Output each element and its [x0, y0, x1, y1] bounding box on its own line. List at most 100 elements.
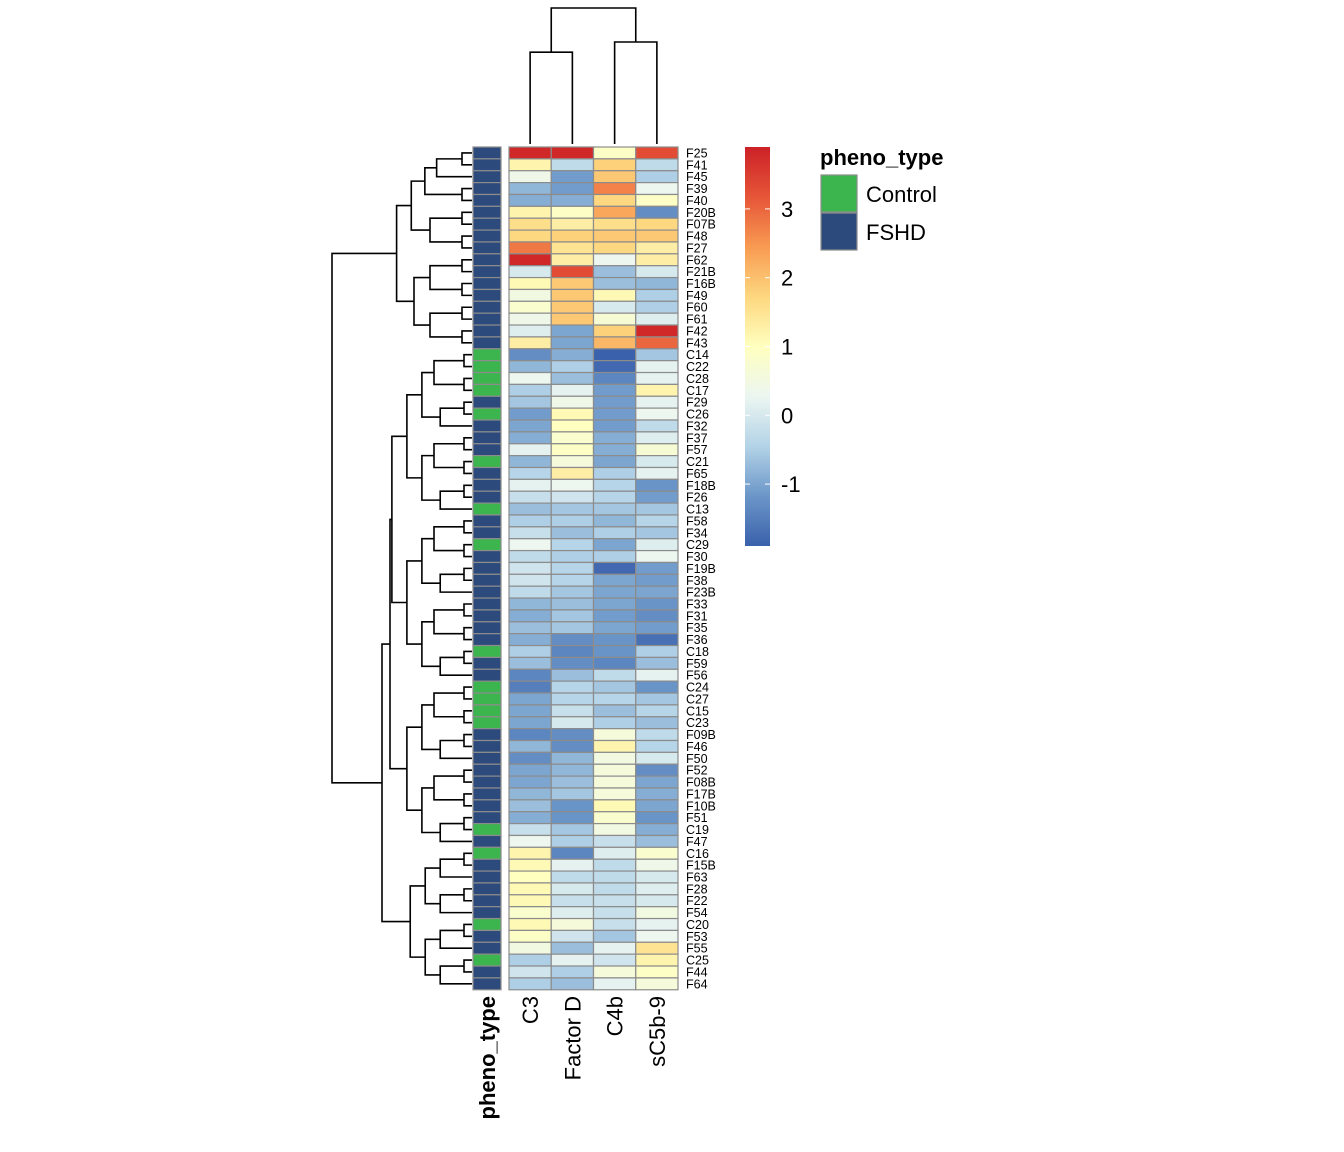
heatmap-cell — [635, 253, 679, 267]
phenotype-cell — [472, 870, 502, 884]
row-label: F21B — [686, 265, 716, 279]
phenotype-cell — [472, 704, 502, 718]
dendrogram-branch — [439, 822, 472, 843]
dendrogram-branch — [463, 923, 472, 938]
phenotype-cell — [472, 882, 502, 896]
phenotype-cell — [472, 692, 502, 706]
heatmap-cell — [508, 834, 552, 848]
row-label: F44 — [686, 965, 708, 979]
phenotype-cell — [472, 193, 502, 207]
row-label: F65 — [686, 467, 708, 481]
phenotype-cell — [472, 431, 502, 445]
heatmap-cell — [635, 621, 679, 635]
heatmap-cell — [635, 146, 679, 160]
heatmap-cell — [635, 799, 679, 813]
heatmap-cell — [592, 419, 637, 433]
dendrogram-branch — [433, 359, 464, 386]
heatmap-cell — [550, 549, 595, 564]
heatmap-cell — [550, 775, 595, 789]
heatmap-cell — [508, 621, 552, 635]
scale-tick-label: 0 — [781, 403, 793, 428]
heatmap-cell — [550, 716, 595, 730]
phenotype-cell — [472, 407, 502, 421]
phenotype-cell — [472, 514, 502, 528]
dendrogram-branch — [433, 526, 464, 552]
row-label: C14 — [686, 348, 709, 362]
heatmap-cell — [592, 312, 637, 326]
heatmap-cell — [592, 763, 637, 777]
color-scale-legend: 3 2 1 0 -1 — [745, 147, 801, 546]
heatmap-cell — [550, 466, 595, 480]
heatmap-cell — [508, 751, 552, 765]
row-label: C28 — [686, 372, 709, 386]
heatmap-cell — [635, 312, 679, 326]
heatmap-cell — [550, 621, 595, 635]
heatmap-cell — [592, 894, 637, 908]
heatmap-cell — [592, 728, 637, 742]
scale-tick-label: 3 — [781, 197, 793, 222]
phenotype-cell — [472, 633, 502, 647]
heatmap-cell — [635, 443, 679, 457]
heatmap-cell — [635, 846, 679, 860]
heatmap-cell — [508, 276, 552, 291]
heatmap-cell — [592, 478, 637, 492]
row-label: C23 — [686, 716, 709, 730]
phenotype-cell — [472, 312, 502, 326]
heatmap-cell — [592, 870, 637, 884]
dendrogram-branch — [429, 312, 462, 338]
heatmap-cell — [635, 704, 679, 718]
heatmap-cell — [592, 229, 637, 243]
dendrogram-branch — [409, 885, 426, 958]
row-label: F39 — [686, 182, 708, 196]
dendrogram-branch — [463, 816, 472, 831]
row-label: F41 — [686, 158, 708, 172]
heatmap-cell — [592, 977, 637, 991]
heatmap-cell — [635, 419, 679, 433]
heatmap-cell — [550, 680, 595, 694]
heatmap-cell — [635, 739, 679, 753]
heatmap-cell — [550, 443, 595, 457]
heatmap-cell — [635, 751, 679, 765]
heatmap-cell — [635, 941, 679, 955]
heatmap-cell — [592, 549, 637, 564]
legend-swatch-fshd — [820, 212, 858, 251]
heatmap-cell — [592, 324, 637, 338]
phenotype-annotation-column — [472, 146, 502, 991]
phenotype-cell — [472, 728, 502, 742]
heatmap-cell — [592, 561, 637, 575]
heatmap-cell — [550, 585, 595, 599]
legend-label-fshd: FSHD — [866, 220, 926, 245]
heatmap-cell — [550, 526, 595, 540]
dendrogram-branch — [461, 258, 472, 273]
heatmap-cell — [592, 205, 637, 219]
row-label: F51 — [686, 811, 708, 825]
phenotype-cell — [472, 680, 502, 694]
heatmap-cell — [592, 526, 637, 540]
row-label: C21 — [686, 455, 709, 469]
dendrogram-branch — [463, 460, 472, 475]
row-label: F35 — [686, 621, 708, 635]
dendrogram-branch — [439, 656, 472, 677]
dendrogram-branch — [424, 166, 462, 196]
heatmap-cell — [635, 894, 679, 908]
heatmap-cell — [592, 858, 637, 872]
dendrogram-branch — [463, 437, 472, 451]
phenotype-cell — [472, 644, 502, 659]
heatmap-cell — [508, 158, 552, 172]
heatmap-cell — [508, 265, 552, 279]
heatmap-cell — [508, 822, 552, 837]
phenotype-cell — [472, 739, 502, 753]
phenotype-cell — [472, 371, 502, 385]
heatmap-cell — [592, 953, 637, 967]
dendrogram-branch — [461, 306, 472, 320]
dendrogram-branch — [439, 490, 472, 510]
dendrogram-branch — [439, 894, 472, 914]
heatmap-cell — [508, 941, 552, 955]
heatmap-cell — [550, 265, 595, 279]
heatmap-cell — [550, 763, 595, 777]
heatmap-cell — [508, 965, 552, 979]
phenotype-cell — [472, 265, 502, 279]
row-label: C26 — [686, 408, 709, 422]
heatmap-cell — [635, 882, 679, 896]
heatmap-cell — [550, 371, 595, 385]
